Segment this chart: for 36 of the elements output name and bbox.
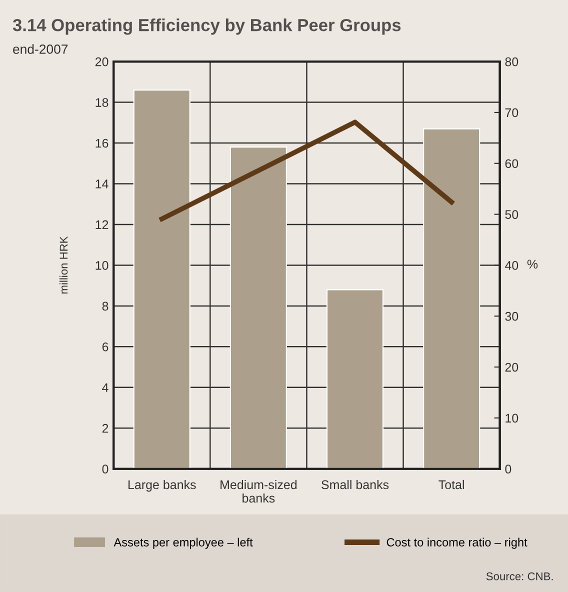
x-tick-label: Small banks	[322, 480, 389, 490]
y2-tick-label: 40	[504, 261, 518, 270]
y-tick-label: 8	[102, 302, 108, 311]
y-tick-label: 0	[102, 464, 108, 474]
x-tick-label: Total	[438, 480, 464, 490]
y-tick-label: 16	[96, 138, 108, 148]
source-note: Source: CNB.	[486, 572, 553, 580]
y-tick-label: 18	[96, 98, 108, 107]
y2-tick-label: 60	[505, 159, 518, 168]
chart-subtitle: end-2007	[13, 44, 68, 54]
y2-tick-label: 30	[505, 312, 518, 321]
y-axis-title: million HRK	[59, 236, 68, 294]
y2-tick-label: 70	[505, 108, 518, 118]
y2-axis-title: %	[527, 260, 538, 269]
y-tick-label: 14	[96, 180, 108, 188]
y2-tick-label: 50	[505, 210, 518, 219]
y-tick-label: 10	[96, 261, 108, 270]
x-tick-label: Large banks	[128, 480, 196, 492]
bar	[423, 128, 480, 469]
legend-label: Cost to income ratio – right	[386, 538, 528, 549]
y-tick-label: 2	[102, 424, 108, 433]
y2-tick-label: 20	[505, 362, 518, 372]
y2-tick-label: 80	[505, 57, 518, 66]
bar	[230, 146, 287, 469]
chart-title: 3.14 Operating Efficiency by Bank Peer Groups	[12, 18, 401, 35]
y-tick-label: 20	[95, 57, 108, 66]
y2-tick-label: 0	[505, 464, 512, 474]
bar	[326, 289, 384, 469]
line-series	[159, 120, 454, 222]
y-tick-label: 6	[102, 342, 108, 352]
legend-label: Assets per employee – left	[114, 538, 253, 549]
bar	[133, 90, 190, 469]
y-tick-label: 12	[96, 220, 108, 230]
y-tick-label: 4	[102, 383, 108, 392]
y2-tick-label: 10	[506, 414, 518, 423]
x-tick-label: Medium-sized banks	[220, 480, 297, 503]
